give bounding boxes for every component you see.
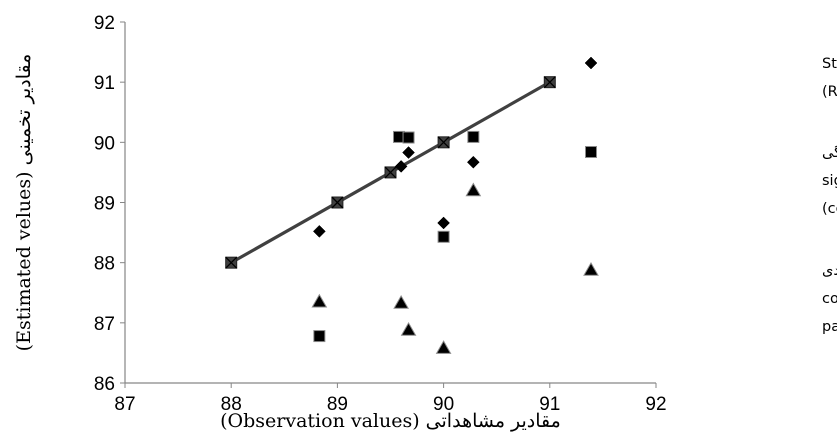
point-series-3-triangle bbox=[311, 293, 328, 308]
legend-label-line: constant number of input ( bbox=[822, 291, 837, 307]
x-tick-label: 91 bbox=[539, 394, 560, 415]
x-tick-label: 87 bbox=[114, 394, 135, 415]
data-points bbox=[311, 130, 482, 354]
legend: رگرسیون گام به گام ( Stepwise (Regression… bbox=[583, 55, 837, 335]
legend-marker-triangle bbox=[583, 261, 599, 276]
y-axis-title: مقادیر تخمینی (Estimated velues) bbox=[13, 54, 35, 352]
y-tick-label: 86 bbox=[94, 374, 115, 395]
point-series-1-diamond bbox=[394, 160, 408, 173]
legend-label-line: parameters) bbox=[822, 319, 837, 335]
x-tick-label: 90 bbox=[433, 394, 454, 415]
reference-point-cross bbox=[543, 76, 556, 89]
y-tick-label: 90 bbox=[94, 133, 115, 154]
point-series-2-square bbox=[313, 330, 326, 343]
reference-point-cross bbox=[437, 136, 450, 149]
reference-point-cross bbox=[331, 196, 344, 209]
legend-item-2: معنی داری ضریب همبستگی significance of co… bbox=[585, 144, 837, 217]
y-tick-label: 89 bbox=[94, 194, 115, 215]
point-series-1-diamond bbox=[312, 225, 326, 238]
point-series-2-square bbox=[467, 130, 480, 143]
point-series-3-triangle bbox=[435, 340, 452, 354]
legend-marker-square bbox=[585, 146, 597, 158]
point-series-1-diamond bbox=[402, 146, 415, 159]
x-axis-title: مقادیر مشاهداتی (Observation values) bbox=[220, 410, 561, 432]
point-series-2-square bbox=[402, 131, 415, 144]
point-series-2-square bbox=[437, 230, 450, 243]
point-series-1-diamond bbox=[466, 155, 480, 169]
point-series-3-triangle bbox=[393, 294, 409, 309]
reference-point-cross bbox=[225, 256, 238, 269]
x-tick-label: 92 bbox=[645, 394, 666, 415]
legend-label-line: معنی داری ضریب همبستگی bbox=[822, 144, 837, 161]
y-tick-label: 91 bbox=[94, 73, 115, 94]
legend-item-1: رگرسیون گام به گام ( Stepwise (Regression bbox=[584, 55, 837, 100]
reference-point bbox=[384, 166, 397, 179]
legend-label-line: (Regression bbox=[822, 84, 837, 100]
reference-point bbox=[437, 136, 450, 149]
reference-point-cross bbox=[384, 166, 397, 179]
y-tick-label: 92 bbox=[94, 13, 115, 34]
legend-label-line: significance of correlation ( bbox=[822, 173, 837, 189]
reference-line bbox=[225, 76, 556, 269]
legend-item-3: تعداد معین پارامتر ورودی constant number … bbox=[583, 261, 837, 335]
legend-label-line: تعداد معین پارامتر ورودی bbox=[822, 263, 837, 279]
legend-marker-diamond bbox=[584, 56, 598, 70]
y-tick-label: 87 bbox=[94, 314, 115, 335]
point-series-1-diamond bbox=[437, 216, 450, 230]
reference-point bbox=[331, 196, 344, 209]
reference-point bbox=[543, 76, 556, 89]
legend-label-line: (coefficient bbox=[822, 201, 837, 217]
reference-point bbox=[225, 256, 238, 269]
axes bbox=[124, 22, 656, 384]
x-tick-label: 88 bbox=[221, 394, 242, 415]
legend-label-line: رگرسیون گام به گام ( Stepwise bbox=[822, 55, 837, 72]
x-tick-label: 89 bbox=[327, 394, 348, 415]
y-tick-label: 88 bbox=[94, 254, 115, 275]
point-series-3-triangle bbox=[400, 322, 417, 336]
x-tick-labels: 87 88 89 90 91 92 bbox=[114, 383, 667, 415]
y-tick-labels: 86 87 88 89 90 91 92 bbox=[94, 13, 125, 395]
point-series-3-triangle bbox=[465, 182, 482, 197]
